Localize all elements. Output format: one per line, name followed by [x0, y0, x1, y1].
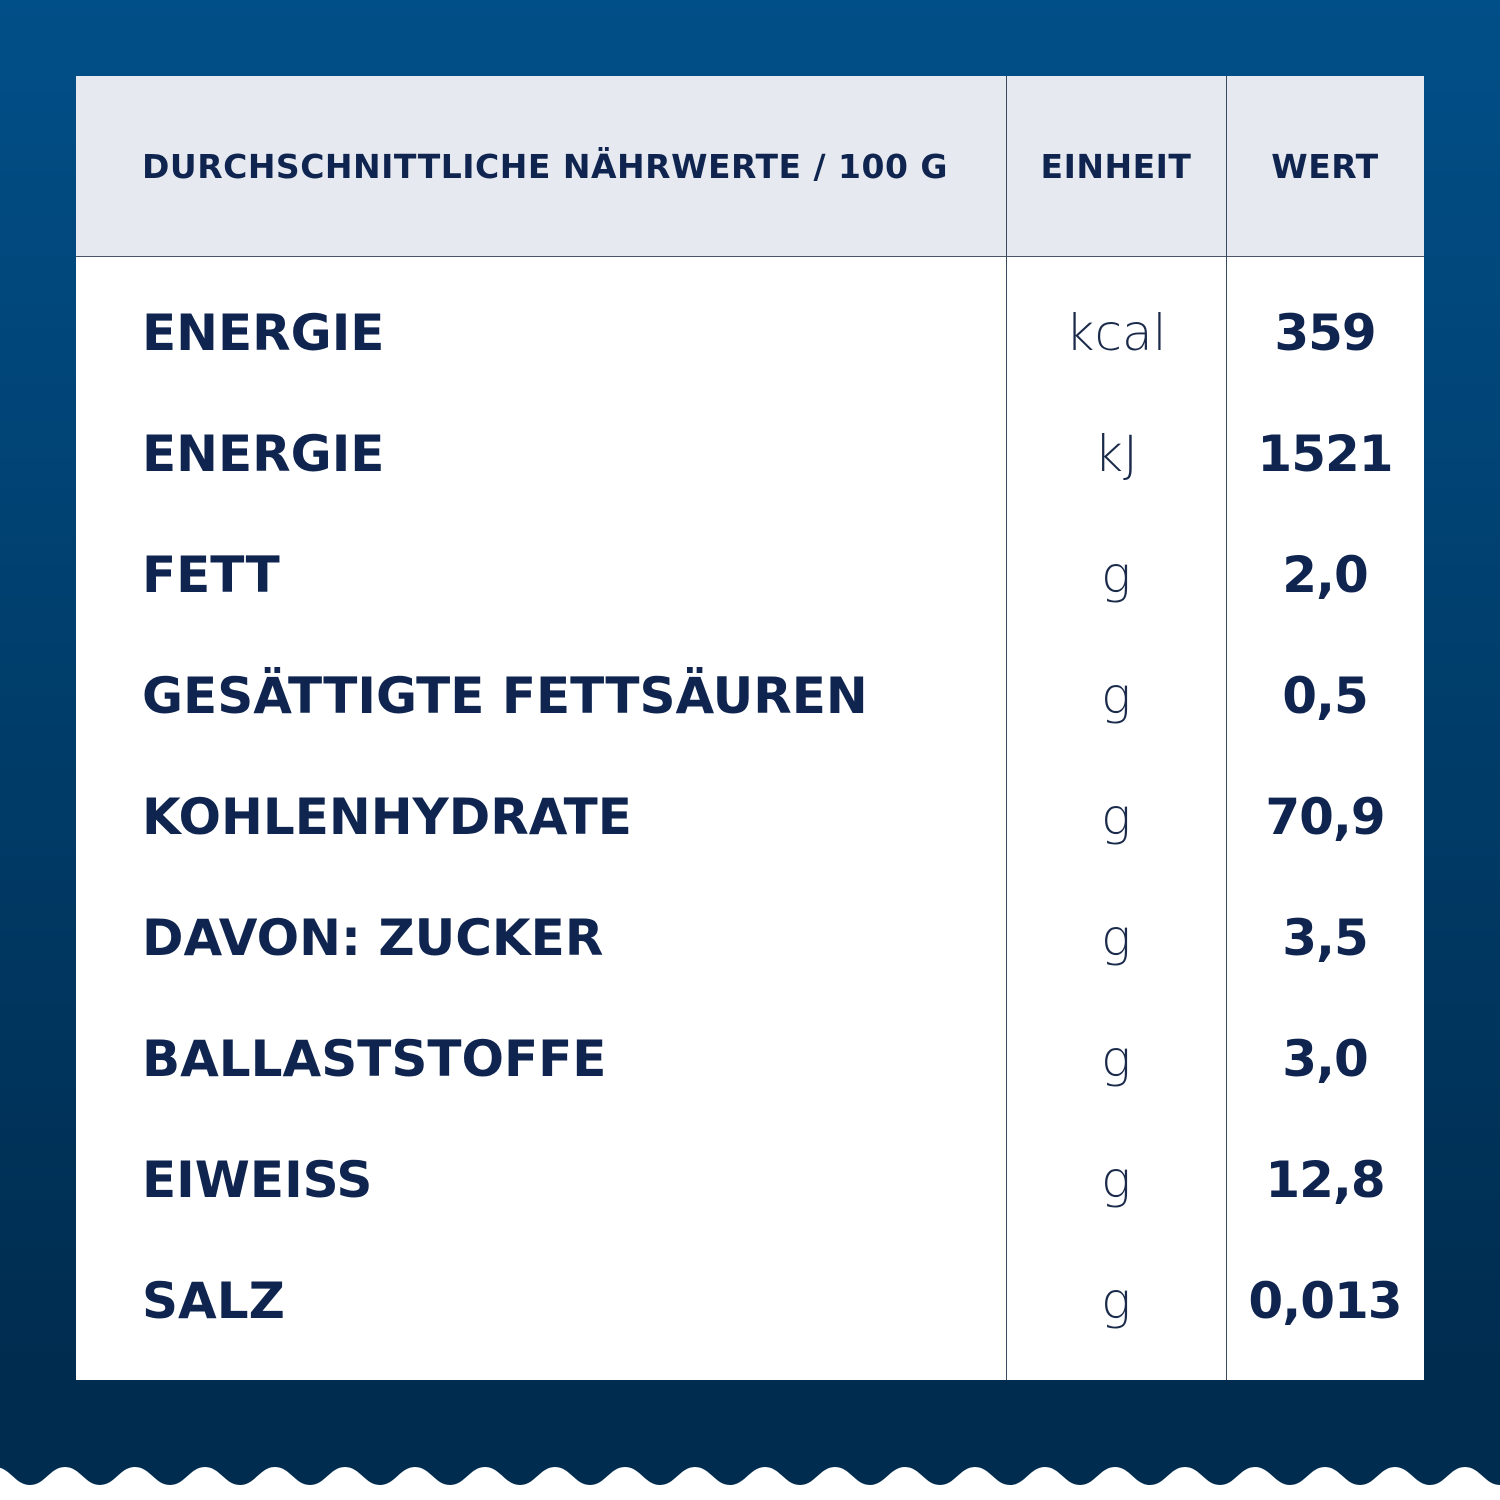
- row-unit: g: [1100, 1150, 1131, 1209]
- row-name: ENERGIE: [142, 303, 385, 362]
- row-value: 2,0: [1282, 545, 1369, 604]
- row-unit: g: [1100, 1271, 1131, 1330]
- scalloped-edge: [0, 1440, 1500, 1500]
- table-header: [76, 76, 1424, 257]
- row-name: KOHLENHYDRATE: [142, 787, 632, 846]
- row-unit: g: [1100, 1029, 1131, 1088]
- row-value: 1521: [1257, 424, 1393, 483]
- row-value: 70,9: [1265, 787, 1385, 846]
- column-divider: [1006, 76, 1007, 1380]
- row-name: EIWEISS: [142, 1150, 373, 1209]
- row-unit: g: [1100, 545, 1131, 604]
- row-value: 359: [1274, 303, 1376, 362]
- row-name: ENERGIE: [142, 424, 385, 483]
- header-value: WERT: [1271, 146, 1379, 186]
- nutrition-table: DURCHSCHNITTLICHE NÄHRWERTE / 100 G EINH…: [76, 76, 1424, 1380]
- row-value: 3,5: [1282, 908, 1369, 967]
- row-unit: kcal: [1065, 303, 1167, 362]
- row-unit: g: [1100, 787, 1131, 846]
- row-name: GESÄTTIGTE FETTSÄUREN: [142, 666, 868, 725]
- row-value: 0,013: [1248, 1271, 1402, 1330]
- row-name: DAVON: ZUCKER: [142, 908, 604, 967]
- row-name: FETT: [142, 545, 280, 604]
- header-nutrient: DURCHSCHNITTLICHE NÄHRWERTE / 100 G: [142, 146, 948, 186]
- row-unit: g: [1100, 666, 1131, 725]
- header-unit: EINHEIT: [1040, 146, 1192, 186]
- column-divider: [1226, 76, 1227, 1380]
- row-value: 3,0: [1282, 1029, 1369, 1088]
- row-value: 0,5: [1282, 666, 1369, 725]
- row-unit: kJ: [1094, 424, 1138, 483]
- row-value: 12,8: [1265, 1150, 1385, 1209]
- row-unit: g: [1100, 908, 1131, 967]
- row-name: BALLASTSTOFFE: [142, 1029, 607, 1088]
- row-name: SALZ: [142, 1271, 285, 1330]
